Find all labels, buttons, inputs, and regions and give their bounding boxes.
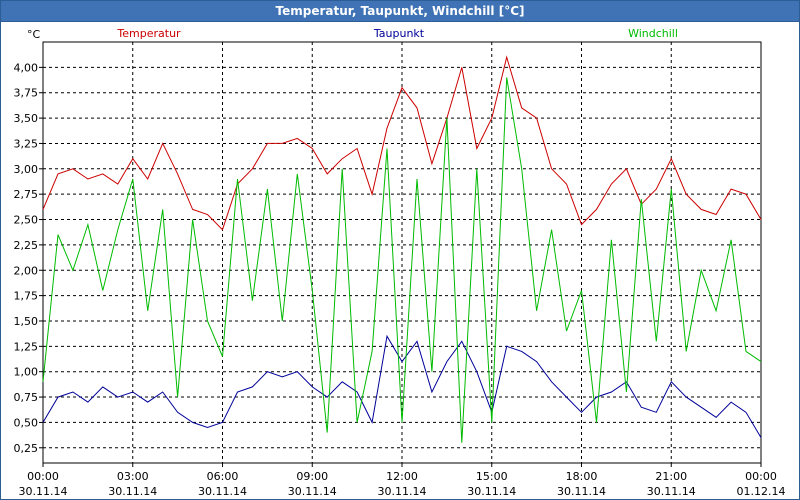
x-tick-time: 00:00: [745, 470, 777, 483]
y-tick-label: 2,50: [14, 214, 39, 227]
x-tick-time: 00:00: [27, 470, 59, 483]
y-tick-label: 0,25: [14, 442, 39, 455]
y-tick-label: 0,75: [14, 391, 39, 404]
y-tick-label: 2,75: [14, 188, 39, 201]
y-tick-label: 3,25: [14, 137, 39, 150]
x-tick-time: 15:00: [476, 470, 508, 483]
x-tick-time: 12:00: [386, 470, 418, 483]
x-tick-time: 09:00: [296, 470, 328, 483]
y-tick-label: 0,50: [14, 416, 39, 429]
y-tick-label: 1,00: [14, 366, 39, 379]
x-tick-time: 06:00: [207, 470, 239, 483]
y-tick-label: 3,50: [14, 112, 39, 125]
x-tick-time: 18:00: [566, 470, 598, 483]
legend-windchill: Windchill: [628, 27, 678, 40]
chart-svg: 0,25 0,50 0,75 1,00 1,25 1,50 1,75 2,00 2,25 2,50…: [14, 27, 786, 498]
x-tick-date: 30.11.14: [108, 485, 157, 498]
x-tick-time: 21:00: [655, 470, 687, 483]
x-tick-date: 30.11.14: [198, 485, 247, 498]
y-tick-label: 4,00: [14, 61, 39, 74]
y-tick-label: 3,75: [14, 87, 39, 100]
x-tick-date: 30.11.14: [557, 485, 606, 498]
series-line-taupunkt: [42, 334, 762, 438]
legend-taupunkt: Taupunkt: [373, 27, 425, 40]
x-tick-date: 30.11.14: [467, 485, 516, 498]
window-title: Temperatur, Taupunkt, Windchill [°C]: [1, 1, 799, 22]
series-line-windchill: [42, 77, 762, 443]
y-tick-label: 2,25: [14, 239, 39, 252]
x-tick-time: 03:00: [117, 470, 149, 483]
y-tick-label: 1,25: [14, 340, 39, 353]
x-tick-date: 30.11.14: [288, 485, 337, 498]
y-tick-label: 1,50: [14, 315, 39, 328]
x-tick-date: 30.11.14: [378, 485, 427, 498]
legend-temperatur: Temperatur: [116, 27, 181, 40]
y-tick-label: 3,00: [14, 163, 39, 176]
x-tick-date: 01.12.14: [737, 485, 786, 498]
y-axis-label: °C: [27, 28, 41, 41]
y-tick-label: 2,00: [14, 264, 39, 277]
x-tick-date: 30.11.14: [19, 485, 68, 498]
y-tick-label: 1,75: [14, 290, 39, 303]
x-tick-date: 30.11.14: [647, 485, 696, 498]
